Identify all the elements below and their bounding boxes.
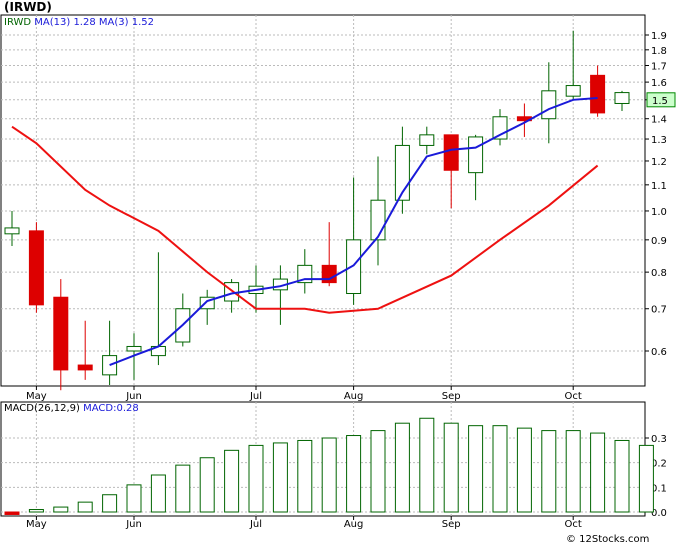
macd-tick-label: 0.1 xyxy=(651,483,667,494)
macd-bar xyxy=(492,425,508,513)
candle-body xyxy=(346,239,362,295)
macd-tick-label: 0.3 xyxy=(651,434,667,445)
candle-body xyxy=(468,136,484,174)
price-tick-label: 0.9 xyxy=(651,236,667,247)
candle-body xyxy=(565,85,581,97)
macd-bar xyxy=(516,427,532,513)
price-tick-label: 1.7 xyxy=(651,61,667,72)
macd-bar xyxy=(28,509,44,513)
macd-bar xyxy=(321,437,337,513)
macd-bar xyxy=(224,449,240,513)
candle-body xyxy=(77,364,93,371)
price-month-label: Aug xyxy=(344,391,364,402)
price-month-label: Oct xyxy=(565,391,582,402)
macd-bar xyxy=(53,506,69,513)
price-tick-label: 1.2 xyxy=(651,157,667,168)
macd-bar xyxy=(443,422,459,513)
macd-month-label: Jul xyxy=(249,519,262,530)
candle-body xyxy=(53,296,69,371)
ma3-line xyxy=(109,96,598,366)
macd-bar xyxy=(150,474,166,513)
current-price-label: 1.5 xyxy=(652,96,668,107)
macd-month-label: Oct xyxy=(565,519,582,530)
macd-bar xyxy=(126,484,142,513)
macd-tick-label: 0.2 xyxy=(651,459,667,470)
macd-legend-label: MACD(26,12,9) xyxy=(4,403,83,414)
macd-month-label: Aug xyxy=(344,519,364,530)
price-panel: 0.6 0.7 0.8 0.9 1.0 1.1 1.2 1.3 1.4 1.5 1.6 1.7 1.8 1… xyxy=(0,14,676,402)
macd-bar xyxy=(199,457,215,513)
price-tick-label: 1.1 xyxy=(651,181,667,192)
ma13-line xyxy=(11,125,599,314)
macd-bar xyxy=(614,439,630,513)
macd-month-label: Sep xyxy=(442,519,461,530)
price-tick-label: 1.3 xyxy=(651,135,667,146)
price-month-label: May xyxy=(26,391,47,402)
price-legend: IRWD MA(13) 1.28 MA(3) 1.52 xyxy=(4,17,154,28)
current-price-tag xyxy=(646,92,676,108)
macd-bar xyxy=(638,444,654,513)
candle-body xyxy=(614,92,630,104)
legend-ma3: MA(3) 1.52 xyxy=(99,17,154,28)
macd-tick-label: 0.0 xyxy=(651,508,667,519)
macd-bar xyxy=(565,430,581,513)
candle-body xyxy=(370,199,386,241)
macd-month-label: May xyxy=(26,519,47,530)
candle-body xyxy=(199,296,215,310)
candle-body xyxy=(4,227,20,235)
legend-ma13: MA(13) 1.28 xyxy=(34,17,99,28)
price-tick-label: 1.9 xyxy=(651,31,667,42)
macd-month-label: Jun xyxy=(125,519,142,530)
candle-body xyxy=(126,345,142,352)
price-tick-label: 1.6 xyxy=(651,78,667,89)
candle-body xyxy=(590,74,606,114)
chart-title: (IRWD) xyxy=(4,0,52,14)
price-tick-label: 0.6 xyxy=(651,347,667,358)
candle-body xyxy=(419,134,435,146)
price-month-label: Jun xyxy=(125,391,142,402)
price-tick-label: 1.0 xyxy=(651,207,667,218)
macd-bar xyxy=(77,501,93,513)
price-tick-label: 1.8 xyxy=(651,46,667,57)
copyright-text: © 12Stocks.com xyxy=(566,534,649,545)
macd-bar xyxy=(297,439,313,513)
macd-bar xyxy=(590,432,606,513)
macd-bar xyxy=(102,494,118,513)
macd-bar xyxy=(248,444,264,513)
price-tick-label: 1.4 xyxy=(651,115,667,126)
macd-bar xyxy=(370,430,386,513)
price-month-label: Jul xyxy=(249,391,262,402)
macd-bar xyxy=(419,417,435,513)
legend-symbol: IRWD xyxy=(4,17,34,28)
price-frame xyxy=(0,14,646,387)
price-tick-label: 0.8 xyxy=(651,268,667,279)
macd-panel: 0.0 0.1 0.2 0.3 May Jun Jul Aug Sep Oct MACD(26,12… xyxy=(0,401,667,530)
macd-bar xyxy=(346,435,362,513)
macd-bar xyxy=(175,464,191,513)
macd-legend-value: MACD:0.28 xyxy=(83,403,139,414)
candle-body xyxy=(102,355,118,376)
macd-bar xyxy=(394,422,410,513)
candle-body xyxy=(28,230,44,306)
macd-bar xyxy=(468,425,484,513)
candle-body xyxy=(541,90,557,120)
macd-bar xyxy=(4,511,20,515)
macd-legend: MACD(26,12,9) MACD:0.28 xyxy=(4,403,139,414)
price-month-label: Sep xyxy=(442,391,461,402)
macd-bar xyxy=(541,430,557,513)
price-tick-label: 0.7 xyxy=(651,305,667,316)
candle-body xyxy=(443,134,459,171)
macd-bar xyxy=(272,442,288,513)
